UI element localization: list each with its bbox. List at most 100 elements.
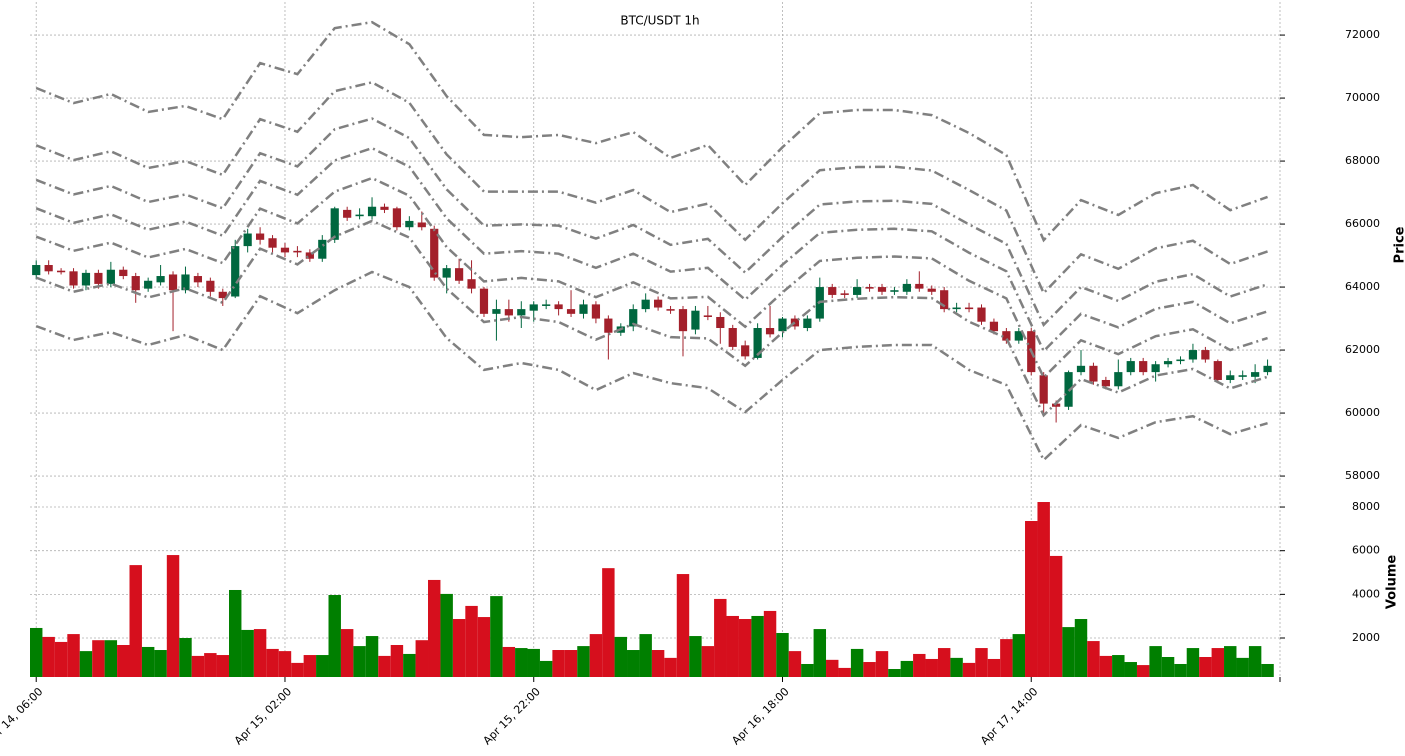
volume-bar (1224, 646, 1236, 677)
volume-bar (1013, 634, 1025, 677)
candle-body (965, 308, 973, 310)
candle-body (492, 309, 500, 314)
volume-bar (764, 611, 776, 677)
volume-bar (540, 661, 552, 677)
y-axis-label: Price (1393, 226, 1405, 263)
y-tick-label: 64000 (1345, 280, 1380, 293)
candle-body (1102, 380, 1110, 386)
volume-bar (950, 658, 962, 677)
grid (30, 2, 1280, 677)
candle-body (679, 309, 687, 331)
volume-bar (639, 634, 651, 677)
volume-bar (664, 658, 676, 677)
candle-body (691, 311, 699, 330)
volume-bar (217, 655, 229, 677)
candle-body (393, 208, 401, 227)
volume-bar (590, 634, 602, 677)
volume-bar (503, 647, 515, 677)
candle-body (343, 210, 351, 218)
candle-body (268, 238, 276, 247)
candle-body (1176, 360, 1184, 362)
volume-bar (552, 650, 564, 677)
volume-bar (515, 648, 527, 677)
volume-bar (167, 555, 179, 677)
volume-bar (279, 651, 291, 677)
volume-bar (876, 651, 888, 677)
candle-body (704, 315, 712, 317)
candle-body (1089, 366, 1097, 382)
volume-bar (814, 629, 826, 677)
candle-body (841, 293, 849, 295)
candle-body (1251, 372, 1259, 377)
candle-body (405, 221, 413, 227)
volume-bar (1100, 656, 1112, 677)
volume-bar (863, 662, 875, 677)
candle-body (542, 304, 550, 306)
volume-bar (988, 659, 1000, 677)
candle-body (803, 319, 811, 328)
candle-body (741, 345, 749, 356)
volume-bar (627, 650, 639, 677)
candle-body (505, 309, 513, 315)
volume-bar (416, 640, 428, 677)
volume-bar (1087, 641, 1099, 677)
candle-body (915, 284, 923, 289)
candle-body (293, 251, 301, 253)
candle-body (144, 281, 152, 289)
volume-bar (179, 638, 191, 677)
candle-body (1139, 361, 1147, 372)
candle-body (530, 304, 538, 310)
volume-bar (901, 661, 913, 677)
volume-bar (291, 663, 303, 677)
candle-body (604, 319, 612, 333)
candle-body (1214, 361, 1222, 380)
candle-body (206, 281, 214, 292)
volume-bar (391, 645, 403, 677)
volume-bar (714, 599, 726, 677)
volume-bar (204, 653, 216, 677)
candle-body (256, 234, 264, 240)
candle-body (1239, 375, 1247, 377)
volume-bar (117, 645, 129, 677)
candle-body (729, 328, 737, 347)
candle-body (928, 289, 936, 292)
volume-bar (266, 649, 278, 677)
y-tick-label: 60000 (1345, 406, 1380, 419)
volume-bar (1050, 556, 1062, 677)
y-tick-label: 68000 (1345, 154, 1380, 167)
volume-bar (254, 629, 266, 677)
candle-body (69, 271, 77, 285)
volume-bar (1025, 521, 1037, 677)
candle-body (94, 273, 102, 284)
candle-body (132, 276, 140, 290)
candle-body (878, 287, 886, 292)
candle-body (1040, 375, 1048, 403)
volume-bar (1000, 639, 1012, 677)
volume-bar (490, 596, 502, 677)
volume-bar (926, 659, 938, 677)
volume-bar (1112, 655, 1124, 677)
candle-body (355, 215, 363, 217)
volume-bar (801, 664, 813, 677)
candle-body (480, 289, 488, 314)
volume-bar (528, 649, 540, 677)
volume-bar (465, 606, 477, 677)
candle-body (119, 270, 127, 276)
candle-body (903, 284, 911, 292)
y-tick-label: 2000 (1352, 631, 1380, 644)
candle-body (1201, 350, 1209, 359)
candle-body (778, 319, 786, 332)
volume-bar (826, 660, 838, 677)
volume-bar (1137, 665, 1149, 677)
volume-bar (751, 616, 763, 677)
band-line (36, 148, 1267, 351)
volume-bar (55, 642, 67, 677)
volume-bar (577, 646, 589, 677)
volume-bar (838, 668, 850, 677)
volume-bar (1037, 502, 1049, 677)
candle-body (977, 308, 985, 322)
volume-bar (478, 617, 490, 677)
y-tick-label: 70000 (1345, 91, 1380, 104)
candle-body (82, 273, 90, 286)
